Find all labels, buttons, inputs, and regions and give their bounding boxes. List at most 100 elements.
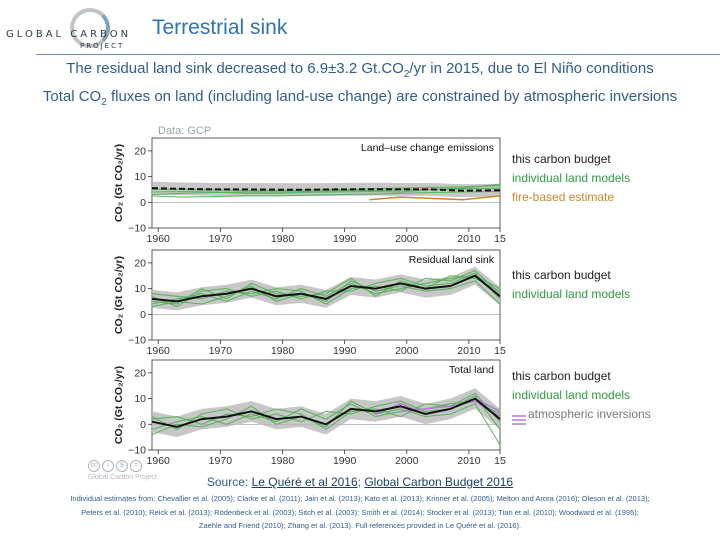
- y-axis-label: CO₂ (Gt CO₂/yr): [113, 366, 125, 444]
- y-axis-label: CO₂ (Gt CO₂/yr): [113, 256, 125, 334]
- nd-icon: =: [130, 460, 142, 472]
- inversion-legend-swatch-icon: [512, 415, 526, 425]
- x-tick-label: 2000: [395, 455, 419, 465]
- source-budget-link[interactable]: Global Carbon Budget 2016: [364, 475, 514, 489]
- legend-1-models: individual land models: [512, 171, 631, 185]
- y-tick-label: −10: [128, 223, 146, 235]
- logo-text-bottom: PROJECT: [80, 42, 125, 50]
- y-tick-label: 0: [140, 197, 146, 209]
- subtitle-2-sub: 2: [101, 97, 107, 108]
- header: GLOBAL CARBON PROJECT Terrestrial sink: [0, 0, 720, 58]
- series-budget-line: [151, 187, 501, 192]
- subtitle-2-suffix: fluxes on land (including land-use chang…: [106, 88, 678, 105]
- x-tick-label: 1970: [209, 455, 233, 465]
- series-model-line: [151, 275, 501, 305]
- series-model-line: [151, 272, 501, 308]
- legend-2-models: individual land models: [512, 287, 631, 301]
- subtitle-1-suffix: /yr in 2015, due to El Niño conditions: [409, 60, 654, 77]
- legend-panel-1: this carbon budget individual land model…: [512, 150, 630, 207]
- x-tick-label: 15: [494, 233, 506, 245]
- x-tick-label: 2010: [457, 233, 481, 245]
- x-tick-label: 1980: [271, 233, 295, 245]
- series-model-line: [151, 280, 501, 308]
- source-separator: ;: [357, 475, 365, 489]
- series-budget-line: [151, 397, 501, 428]
- logo-text-top: GLOBAL CARBON: [6, 29, 132, 40]
- x-tick-label: 15: [494, 345, 506, 357]
- source-line: Source: Le Quéré et al 2016; Global Carb…: [0, 475, 720, 489]
- citation-line-2: Peters et al. (2010); Reick et al. (2013…: [81, 507, 639, 517]
- x-tick-label: 1960: [147, 455, 171, 465]
- panel-title-bg: [350, 140, 498, 154]
- series-model-line: [151, 190, 501, 198]
- legend-3-inversions: atmospheric inversions: [528, 407, 651, 421]
- license-text: Global Carbon Project: [88, 474, 157, 481]
- slide-title: Terrestrial sink: [152, 16, 288, 39]
- x-tick-label: 2000: [395, 233, 419, 245]
- subtitle-1-sub: 2: [403, 69, 410, 80]
- x-tick-label: 15: [494, 455, 506, 465]
- citation-line-1: Individual estimates from: Chevallier et…: [70, 494, 650, 503]
- source-label: Source:: [206, 475, 252, 489]
- legend-1-budget: this carbon budget: [512, 152, 611, 166]
- x-tick-label: 1980: [271, 345, 295, 357]
- x-tick-label: 1990: [333, 233, 357, 245]
- x-tick-label: 2010: [457, 455, 481, 465]
- x-tick-label: 1980: [271, 455, 295, 465]
- citations: Individual estimates from: Chevallier et…: [30, 492, 690, 533]
- x-tick-label: 2000: [395, 345, 419, 357]
- panel-title-bg: [434, 362, 498, 376]
- nc-icon: $: [116, 460, 128, 472]
- panel-title: Residual land sink: [409, 254, 495, 266]
- legend-3-models: individual land models: [512, 388, 631, 402]
- y-tick-label: 0: [140, 419, 146, 431]
- y-tick-label: 10: [134, 283, 146, 295]
- legend-3-budget: this carbon budget: [512, 369, 611, 383]
- y-tick-label: 20: [134, 257, 146, 269]
- x-tick-label: 1990: [333, 455, 357, 465]
- subtitle-line-2: Total CO2 fluxes on land (including land…: [0, 86, 720, 113]
- legend-1-fire: fire-based estimate: [512, 190, 615, 204]
- x-tick-label: 1960: [147, 233, 171, 245]
- x-tick-label: 1960: [147, 345, 171, 357]
- subtitle-2-prefix: Total CO: [42, 88, 102, 105]
- y-tick-label: 20: [134, 367, 146, 379]
- title-divider: [36, 54, 720, 55]
- cc-icon: cc: [88, 460, 100, 472]
- global-carbon-project-logo: GLOBAL CARBON PROJECT: [6, 6, 141, 54]
- y-tick-label: −10: [128, 445, 146, 457]
- budget-uncertainty-band: [152, 388, 500, 438]
- series-model-line: [151, 392, 501, 431]
- legend-panel-3: this carbon budget individual land model…: [512, 367, 651, 424]
- x-tick-label: 2010: [457, 345, 481, 357]
- budget-uncertainty-band: [152, 266, 500, 311]
- y-tick-label: 0: [140, 309, 146, 321]
- y-axis-label: CO₂ (Gt CO₂/yr): [113, 144, 125, 222]
- panel-title: Land–use change emissions: [361, 142, 494, 154]
- panel-title-bg: [389, 252, 498, 266]
- y-tick-label: 10: [134, 171, 146, 183]
- panel-title: Total land: [449, 364, 494, 376]
- y-tick-label: −10: [128, 335, 146, 347]
- series-model-line: [151, 400, 501, 446]
- y-tick-label: 20: [134, 145, 146, 157]
- by-icon: i: [102, 460, 114, 472]
- subtitle-1-prefix: The residual land sink decreased to 6.9±…: [66, 60, 404, 77]
- y-tick-label: 10: [134, 393, 146, 405]
- series-fire-line: [369, 195, 501, 201]
- legend-panel-2: this carbon budget individual land model…: [512, 266, 630, 304]
- logo-ring-icon: [70, 8, 110, 48]
- series-budget-line: [151, 274, 501, 303]
- x-tick-label: 1990: [333, 345, 357, 357]
- citation-line-3: Zaehle and Friend (2010); Zhang et al. (…: [198, 521, 522, 530]
- subtitle-line-1: The residual land sink decreased to 6.9±…: [0, 60, 720, 80]
- x-tick-label: 1970: [209, 233, 233, 245]
- data-source-label: Data: GCP: [158, 125, 212, 137]
- x-tick-label: 1970: [209, 345, 233, 357]
- legend-2-budget: this carbon budget: [512, 268, 611, 282]
- source-paper-link[interactable]: Le Quéré et al 2016: [251, 475, 358, 489]
- cc-license-badge: cc i $ = Global Carbon Project: [88, 460, 188, 484]
